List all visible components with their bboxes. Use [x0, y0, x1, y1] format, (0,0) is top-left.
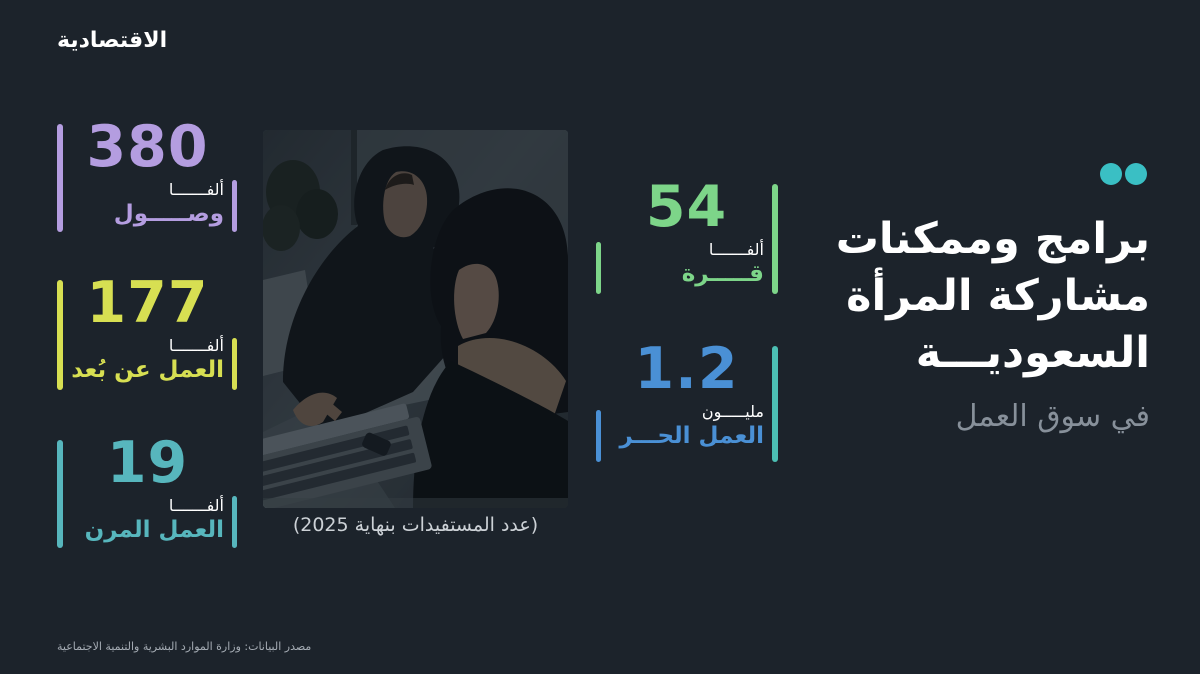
- headline-line-1: برامج وممكنات: [835, 214, 1150, 264]
- photo-women-working: [263, 130, 568, 508]
- stats-left-column: 380 ألفـــــــا وصـــــول 177 ألفـــــــ…: [57, 114, 237, 548]
- stat-value: 19: [106, 430, 189, 496]
- accent-tick: [596, 242, 601, 294]
- accent-bar: [57, 440, 63, 548]
- stats-right-column: 54 ألفـــــــا قـــــرة 1.2 مليـــــون ا…: [596, 174, 778, 462]
- dot-icon: [1125, 163, 1147, 185]
- accent-bar: [57, 280, 63, 390]
- stat-label: وصـــــول: [113, 200, 224, 227]
- accent-tick: [232, 496, 237, 548]
- stat-body: 19 ألفـــــــا العمل المرن: [63, 430, 232, 548]
- accent-bar: [772, 184, 778, 294]
- headline-subtitle: في سوق العمل: [955, 398, 1150, 434]
- stat-body: 177 ألفـــــــا العمل عن بُعد: [63, 270, 232, 390]
- data-source-note: مصدر البيانات: وزارة الموارد البشرية وال…: [57, 640, 312, 653]
- accent-bar: [772, 346, 778, 462]
- stat-label: العمل عن بُعد: [71, 356, 224, 383]
- plant: [263, 160, 338, 251]
- stat-label: قـــــرة: [681, 260, 764, 287]
- stat-body: 1.2 مليـــــون العمل الحـــر: [601, 336, 772, 462]
- headline-line-3: السعوديـــة: [915, 328, 1150, 379]
- stat-unit: مليـــــون: [701, 401, 764, 421]
- stat-value: 54: [645, 174, 728, 240]
- stat-flexible-work: 19 ألفـــــــا العمل المرن: [57, 430, 237, 548]
- stat-unit: ألفـــــــا: [168, 179, 224, 199]
- stat-unit: ألفـــــــا: [708, 239, 764, 259]
- stat-label: العمل المرن: [84, 516, 224, 543]
- stat-unit: ألفـــــــا: [168, 495, 224, 515]
- accent-bar: [57, 124, 63, 232]
- photo-illustration: [263, 130, 568, 508]
- accent-tick: [232, 338, 237, 390]
- accent-tick: [232, 180, 237, 232]
- stat-wusool-access: 380 ألفـــــــا وصـــــول: [57, 114, 237, 232]
- dot-icon: [1100, 163, 1122, 185]
- photo-caption: (عدد المستفيدات بنهاية 2025): [292, 514, 539, 536]
- quote-dots-icon: [780, 163, 1147, 185]
- stat-value: 1.2: [634, 336, 739, 402]
- stat-body: 380 ألفـــــــا وصـــــول: [63, 114, 232, 232]
- headline-block: برامج وممكنات مشاركة المرأة السعوديـــة …: [780, 163, 1150, 435]
- stat-value: 380: [86, 114, 209, 180]
- stat-value: 177: [86, 270, 209, 336]
- stat-qurrah: 54 ألفـــــــا قـــــرة: [596, 174, 778, 294]
- stat-remote-work: 177 ألفـــــــا العمل عن بُعد: [57, 270, 237, 390]
- stat-unit: ألفـــــــا: [168, 335, 224, 355]
- aleqtisadiah-logo: الاقتصادية: [57, 28, 168, 53]
- stat-label: العمل الحـــر: [619, 422, 764, 449]
- stat-freelance-work: 1.2 مليـــــون العمل الحـــر: [596, 336, 778, 462]
- accent-tick: [596, 410, 601, 462]
- stat-body: 54 ألفـــــــا قـــــرة: [601, 174, 772, 294]
- headline-line-2: مشاركة المرأة: [846, 271, 1150, 322]
